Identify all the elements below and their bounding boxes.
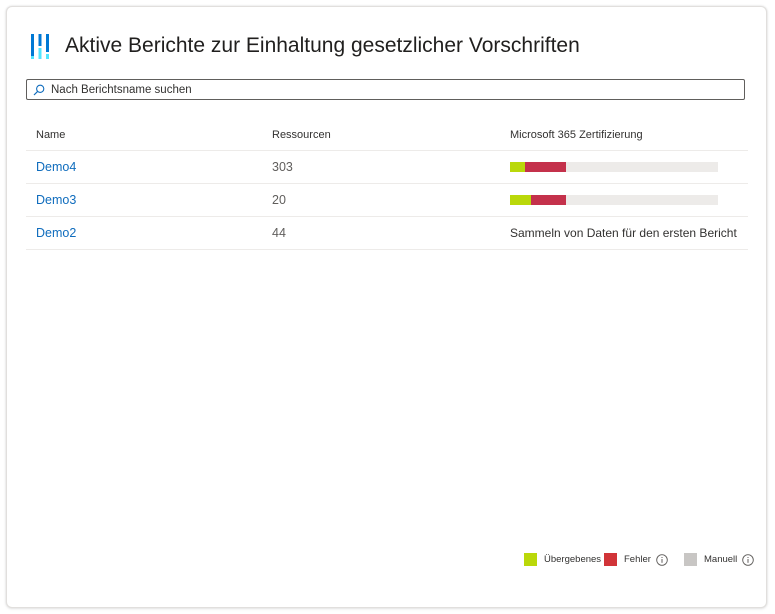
- compliance-bars-icon: [31, 34, 49, 59]
- passed-segment: [510, 162, 525, 172]
- passed-segment: [510, 195, 531, 205]
- reports-table: Name Ressourcen Microsoft 365 Zertifizie…: [26, 119, 748, 250]
- table-row[interactable]: Demo2 44 Sammeln von Daten für den erste…: [26, 217, 748, 250]
- column-header-resources[interactable]: Ressourcen: [272, 128, 331, 141]
- table-row[interactable]: Demo4 303: [26, 151, 748, 184]
- legend-label-manual: Manuell: [704, 554, 738, 565]
- failed-segment: [530, 195, 567, 205]
- legend-item-manual: Manuell: [684, 553, 755, 566]
- search-icon: [33, 84, 45, 95]
- page-header: Aktive Berichte zur Einhaltung gesetzlic…: [29, 31, 580, 61]
- legend-item-passed: Übergebenes O: [524, 553, 611, 566]
- legend-label-failed: Fehler: [624, 554, 651, 565]
- failed-segment: [524, 162, 567, 172]
- failed-swatch: [604, 553, 617, 566]
- column-header-certification[interactable]: Microsoft 365 Zertifizierung: [510, 128, 643, 141]
- info-icon[interactable]: [656, 553, 668, 566]
- certification-progress-bar: [510, 195, 718, 205]
- resource-count: 20: [272, 193, 286, 207]
- legend-label-passed: Übergebenes O: [544, 554, 612, 565]
- legend-item-failed: Fehler: [604, 553, 668, 566]
- resource-count: 44: [272, 226, 286, 240]
- report-link-demo3[interactable]: Demo3: [36, 193, 77, 207]
- resource-count: 303: [272, 160, 293, 174]
- table-row[interactable]: Demo3 20: [26, 184, 748, 217]
- search-box[interactable]: [26, 79, 745, 100]
- search-input[interactable]: [51, 83, 731, 96]
- report-link-demo4[interactable]: Demo4: [36, 160, 77, 174]
- certification-progress-bar: [510, 162, 718, 172]
- report-link-demo2[interactable]: Demo2: [36, 226, 77, 240]
- table-header-row: Name Ressourcen Microsoft 365 Zertifizie…: [26, 119, 748, 151]
- page-title: Aktive Berichte zur Einhaltung gesetzlic…: [65, 34, 580, 57]
- manual-swatch: [684, 553, 697, 566]
- report-card: Aktive Berichte zur Einhaltung gesetzlic…: [6, 6, 767, 608]
- passed-swatch: [524, 553, 537, 566]
- collecting-status-text: Sammeln von Daten für den ersten Bericht: [510, 226, 737, 240]
- info-icon[interactable]: [742, 553, 755, 566]
- column-header-name[interactable]: Name: [36, 128, 66, 141]
